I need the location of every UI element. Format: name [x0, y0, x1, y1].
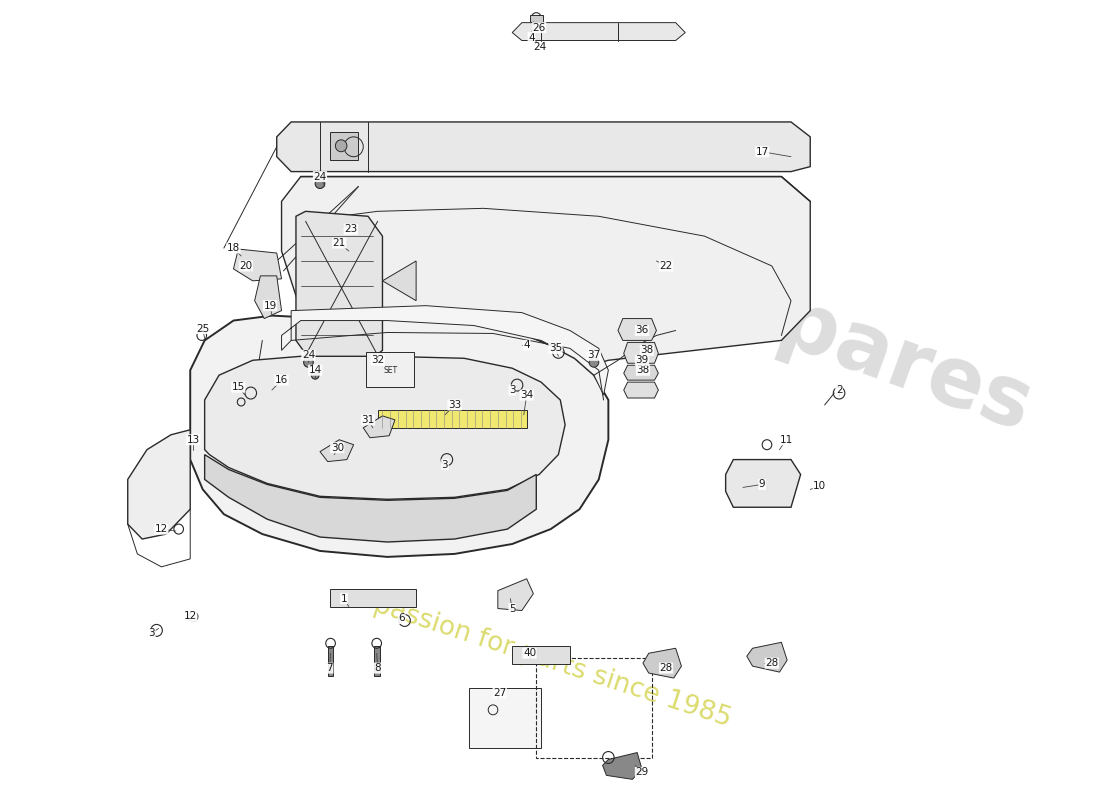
Polygon shape: [328, 646, 333, 676]
Polygon shape: [330, 589, 416, 606]
Polygon shape: [282, 306, 608, 395]
Text: 36: 36: [636, 326, 649, 335]
Polygon shape: [205, 454, 537, 542]
Text: 28: 28: [766, 658, 779, 668]
Polygon shape: [254, 276, 282, 318]
Polygon shape: [513, 22, 685, 41]
Text: 12: 12: [155, 524, 168, 534]
Text: SET: SET: [383, 366, 397, 374]
Polygon shape: [624, 382, 659, 398]
Text: 22: 22: [659, 261, 673, 271]
Bar: [469, 688, 541, 747]
Text: 24: 24: [534, 42, 547, 53]
Text: 5: 5: [509, 603, 516, 614]
Text: 2: 2: [836, 385, 843, 395]
Polygon shape: [603, 753, 642, 779]
Polygon shape: [624, 342, 659, 363]
Circle shape: [316, 178, 324, 189]
Polygon shape: [644, 648, 681, 678]
Text: 26: 26: [532, 22, 546, 33]
Text: 1: 1: [341, 594, 348, 604]
Text: 30: 30: [331, 442, 344, 453]
Text: 4: 4: [528, 33, 535, 42]
Polygon shape: [726, 459, 801, 507]
Text: 38: 38: [640, 346, 653, 355]
Text: 21: 21: [332, 238, 345, 248]
Text: 37: 37: [587, 350, 601, 360]
Text: 40: 40: [522, 648, 536, 658]
Text: 31: 31: [362, 415, 375, 425]
Text: 24: 24: [314, 171, 327, 182]
Text: 34: 34: [520, 390, 534, 400]
Text: 24: 24: [301, 350, 315, 360]
Polygon shape: [277, 122, 811, 171]
Text: 17: 17: [756, 146, 769, 157]
Text: 35: 35: [549, 343, 562, 354]
Polygon shape: [320, 440, 353, 462]
Text: 29: 29: [636, 767, 649, 778]
Polygon shape: [128, 430, 190, 539]
Polygon shape: [282, 177, 811, 380]
Text: 38: 38: [636, 366, 650, 375]
Text: a passion for parts since 1985: a passion for parts since 1985: [348, 584, 735, 732]
Polygon shape: [624, 366, 659, 380]
Polygon shape: [190, 315, 608, 557]
Text: 18: 18: [227, 243, 240, 253]
Text: 25: 25: [196, 323, 209, 334]
Text: 11: 11: [780, 434, 793, 445]
Text: 20: 20: [240, 261, 253, 271]
Polygon shape: [205, 356, 565, 499]
Text: 4: 4: [524, 340, 530, 350]
Polygon shape: [747, 642, 788, 672]
Text: 32: 32: [371, 355, 384, 366]
Polygon shape: [296, 211, 383, 366]
Text: 3: 3: [148, 628, 155, 638]
Bar: [513, 646, 570, 664]
Circle shape: [590, 358, 598, 367]
Text: 8: 8: [374, 663, 381, 673]
Circle shape: [336, 140, 346, 152]
Text: 7: 7: [327, 663, 333, 673]
Text: 3: 3: [441, 459, 449, 470]
Bar: [366, 352, 415, 387]
Text: 23: 23: [344, 224, 358, 234]
Polygon shape: [498, 578, 534, 610]
Text: 9: 9: [759, 479, 766, 490]
Text: 12: 12: [184, 611, 197, 622]
Text: 39: 39: [636, 355, 649, 366]
Polygon shape: [618, 318, 657, 341]
Text: 10: 10: [813, 482, 826, 491]
Text: 3: 3: [509, 385, 516, 395]
Text: 15: 15: [232, 382, 245, 392]
Polygon shape: [383, 261, 416, 301]
Text: 13: 13: [187, 434, 200, 445]
Text: 14: 14: [309, 366, 322, 375]
Polygon shape: [374, 646, 379, 676]
Bar: [330, 132, 359, 160]
Text: 16: 16: [275, 375, 288, 385]
Bar: [537, 658, 651, 758]
Circle shape: [304, 358, 313, 367]
Text: 6: 6: [398, 614, 405, 623]
Text: 27: 27: [493, 688, 506, 698]
Circle shape: [311, 371, 319, 379]
Text: 33: 33: [448, 400, 461, 410]
Bar: [377, 410, 527, 428]
Polygon shape: [233, 249, 282, 281]
Text: 19: 19: [263, 301, 276, 310]
Polygon shape: [363, 416, 395, 438]
Text: 28: 28: [659, 663, 673, 673]
Polygon shape: [529, 14, 543, 22]
Text: eurospares: eurospares: [519, 192, 1043, 449]
